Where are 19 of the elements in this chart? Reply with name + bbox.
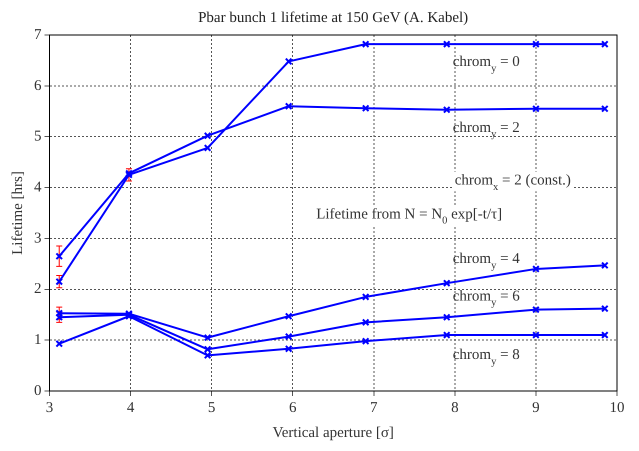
y-tick-label: 4 <box>34 180 42 196</box>
y-tick-label: 7 <box>34 26 42 43</box>
y-tick-label: 0 <box>34 382 42 399</box>
x-tick-label: 10 <box>610 400 624 416</box>
x-tick-label: 3 <box>46 400 54 416</box>
y-tick-label: 2 <box>34 281 42 298</box>
x-tick-label: 5 <box>208 400 216 416</box>
x-tick-label: 4 <box>126 400 135 416</box>
x-axis-title: Vertical aperture [σ] <box>272 424 394 441</box>
x-tick-label: 8 <box>451 400 459 416</box>
chart-title: Pbar bunch 1 lifetime at 150 GeV (A. Kabel) <box>198 10 468 26</box>
y-axis-title: Lifetime [hrs] <box>10 171 26 255</box>
x-tick-label: 6 <box>288 400 297 416</box>
y-tick-label: 5 <box>34 128 42 145</box>
y-tick-label: 3 <box>34 230 42 246</box>
x-tick-label: 7 <box>370 400 378 416</box>
y-tick-label: 1 <box>34 332 42 348</box>
x-tick-label: 9 <box>532 400 540 416</box>
y-tick-label: 6 <box>34 78 42 94</box>
